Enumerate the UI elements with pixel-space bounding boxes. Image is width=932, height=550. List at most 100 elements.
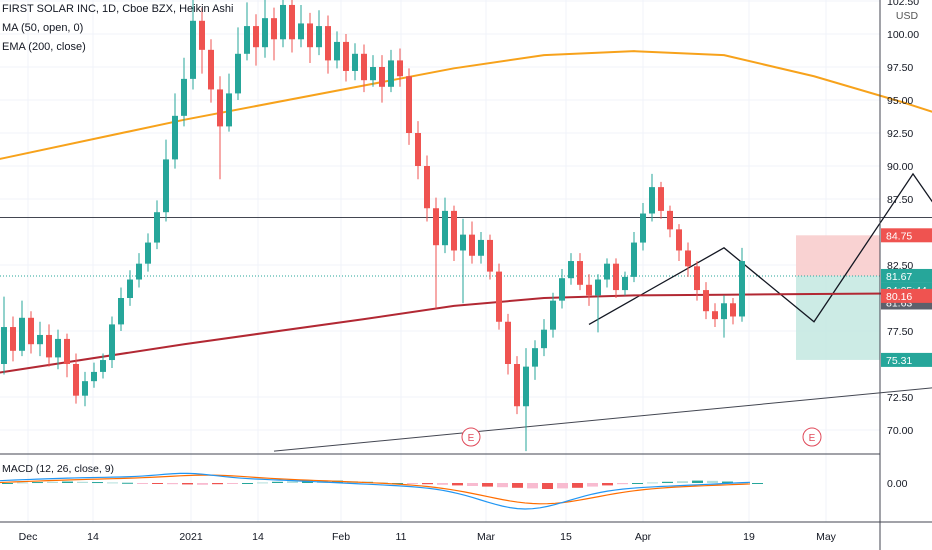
- macd-bar: [437, 483, 448, 485]
- macd-bar: [137, 483, 148, 484]
- candle-body: [244, 26, 250, 54]
- candle-body: [172, 115, 178, 160]
- macd-bar: [407, 483, 418, 484]
- currency-label: USD: [895, 10, 919, 22]
- candle-body: [604, 263, 610, 280]
- candle-body: [10, 327, 16, 351]
- time-tick-label: Feb: [332, 531, 350, 543]
- macd-bar: [542, 483, 553, 489]
- macd-bar: [152, 483, 163, 484]
- macd-bar: [662, 481, 673, 483]
- macd-bar: [632, 483, 643, 484]
- macd-bar: [272, 481, 283, 483]
- candle-body: [154, 212, 160, 243]
- candle-body: [82, 381, 88, 396]
- time-tick-label: Mar: [477, 531, 496, 543]
- time-tick-label: 15: [560, 531, 572, 543]
- macd-bar: [287, 481, 298, 483]
- macd-bar: [212, 483, 223, 485]
- time-tick-label: 11: [396, 531, 407, 543]
- price-badge: [881, 288, 932, 303]
- candle-body: [361, 53, 367, 81]
- candle-body: [307, 23, 313, 48]
- candle-body: [730, 303, 736, 317]
- candle-body: [523, 366, 529, 407]
- candle-body: [1, 327, 7, 364]
- candle-body: [577, 261, 583, 285]
- candle-body: [739, 261, 745, 317]
- earnings-marker: [461, 427, 481, 447]
- candle-body: [145, 242, 151, 264]
- price-badge: [881, 352, 932, 367]
- macd-bar: [77, 481, 88, 483]
- ema-line: [0, 291, 932, 374]
- candle-body: [109, 324, 115, 361]
- price-badge: [881, 228, 932, 243]
- zigzag-pattern: [588, 172, 932, 325]
- time-tick-label: 2021: [179, 531, 203, 543]
- macd-bar: [422, 483, 433, 485]
- macd-bar: [227, 483, 238, 484]
- price-badge-label: 80.16: [886, 291, 912, 303]
- candles: [1, 0, 745, 452]
- candle-body: [406, 76, 412, 133]
- price-tick-label: 102.50: [887, 0, 919, 8]
- price-tick-label: 87.50: [887, 194, 913, 206]
- candle-body: [136, 263, 142, 280]
- candle-body: [379, 67, 385, 87]
- macd-bar: [182, 483, 193, 485]
- macd-line: [0, 472, 751, 510]
- macd-bar: [17, 482, 28, 484]
- candle-body: [505, 321, 511, 364]
- candle-body: [217, 89, 223, 127]
- macd-bar: [452, 483, 463, 486]
- macd-bar: [122, 482, 133, 484]
- price-badge-label: 75.31: [886, 355, 912, 367]
- candle-body: [280, 4, 286, 40]
- price-tick-label: 90.00: [887, 161, 913, 173]
- macd-bar: [467, 483, 478, 486]
- legend-macd: MACD (12, 26, close, 9): [2, 463, 115, 475]
- macd-bar: [752, 483, 763, 484]
- candle-body: [370, 67, 376, 81]
- candle-body: [397, 60, 403, 77]
- candle-body: [343, 41, 349, 71]
- candle-body: [226, 93, 232, 127]
- candle-body: [163, 159, 169, 213]
- macd-signal-line: [0, 474, 751, 505]
- macd-bar: [2, 483, 13, 484]
- macd-bar: [242, 483, 253, 484]
- macd-bar: [167, 483, 178, 485]
- macd-bar: [32, 482, 43, 484]
- macd-bar: [572, 483, 583, 488]
- candle-body: [694, 266, 700, 291]
- candle-body: [640, 213, 646, 243]
- earnings-marker: [802, 427, 822, 447]
- candle-body: [685, 250, 691, 267]
- candle-body: [100, 360, 106, 372]
- macd-bar: [392, 483, 403, 484]
- macd-bar: [587, 483, 598, 487]
- candle-body: [55, 338, 61, 358]
- macd-bar: [527, 483, 538, 489]
- candle-body: [28, 317, 34, 345]
- macd-bar: [557, 483, 568, 489]
- candle-body: [703, 290, 709, 312]
- macd-bar: [512, 483, 523, 488]
- time-tick-label: May: [816, 531, 837, 543]
- candle-body: [514, 364, 520, 407]
- legend-ema: EMA (200, close): [2, 41, 86, 53]
- candle-body: [316, 26, 322, 48]
- candle-body: [586, 284, 592, 296]
- candle-body: [73, 364, 79, 396]
- candle-body: [658, 187, 664, 211]
- price-badge: [881, 268, 932, 283]
- candle-body: [262, 18, 268, 48]
- zone-loss: [796, 235, 880, 276]
- time-tick-label: 14: [252, 531, 264, 543]
- time-tick-label: 19: [743, 531, 755, 543]
- candle-body: [541, 329, 547, 349]
- candle-body: [649, 187, 655, 214]
- candle-body: [199, 20, 205, 50]
